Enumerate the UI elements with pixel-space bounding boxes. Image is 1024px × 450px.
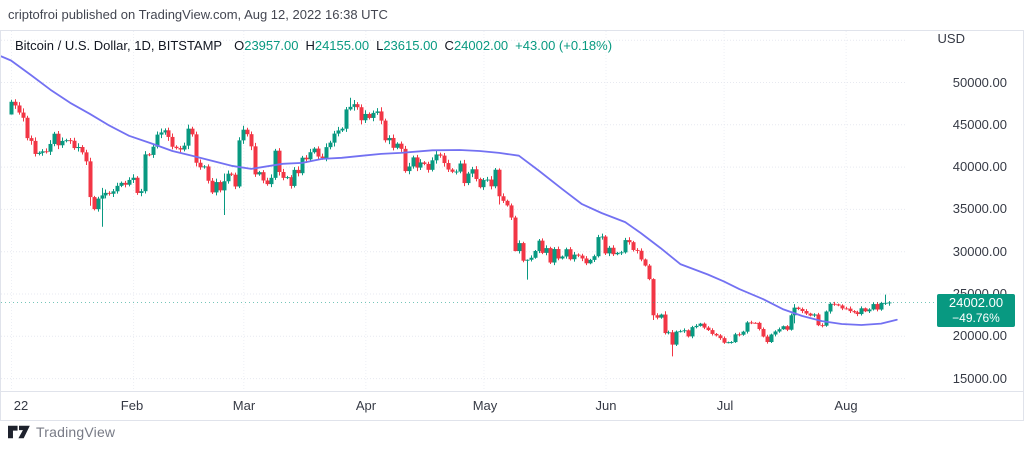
price-axis-label: 15000.00 <box>952 370 1007 386</box>
close-value: 24002.00 <box>453 38 509 53</box>
price-axis-label: 30000.00 <box>952 243 1007 259</box>
currency-label: USD <box>937 31 965 46</box>
time-axis-label: Mar <box>232 398 256 413</box>
price-axis-label: 45000.00 <box>952 116 1007 132</box>
high-value: 24155.00 <box>314 38 370 53</box>
close-label: C <box>444 38 454 53</box>
time-axis-label: May <box>472 398 498 413</box>
price-axis[interactable]: USD 50000.00 45000.00 40000.00 35000.00 3000… <box>905 31 1023 391</box>
price-badge: 24002.00 −49.76% <box>937 293 1015 327</box>
open-value: 23957.00 <box>244 38 299 53</box>
symbol-title: Bitcoin / U.S. Dollar, 1D, BITSTAMP <box>15 38 223 53</box>
change-value: +43.00 (+0.18%) <box>515 38 613 53</box>
time-axis-label: Feb <box>120 398 144 413</box>
price-axis-label: 40000.00 <box>952 159 1007 175</box>
time-axis[interactable]: 22 Feb Mar Apr May Jun Jul Aug <box>1 392 1023 420</box>
badge-price: 24002.00 <box>948 294 1004 310</box>
time-axis-label: Jun <box>595 398 617 413</box>
chart-widget: Bitcoin / U.S. Dollar, 1D, BITSTAMP O2395… <box>0 30 1024 421</box>
tradingview-logo[interactable]: TradingView <box>8 424 115 440</box>
price-axis-label: 35000.00 <box>952 201 1007 217</box>
attribution-text: criptofroi published on TradingView.com,… <box>8 7 388 22</box>
time-axis-label: 22 <box>13 398 29 413</box>
chart-canvas[interactable] <box>1 31 1023 420</box>
low-label: L <box>376 38 384 53</box>
high-label: H <box>305 38 315 53</box>
badge-percent: −49.76% <box>952 310 1000 325</box>
time-axis-label: Jul <box>716 398 734 413</box>
low-value: 23615.00 <box>383 38 438 53</box>
tradingview-logo-text: TradingView <box>36 424 116 440</box>
ohlc-header: Bitcoin / U.S. Dollar, 1D, BITSTAMP O2395… <box>15 38 612 53</box>
time-axis-label: Apr <box>355 398 377 413</box>
tradingview-logo-icon <box>8 425 30 439</box>
price-axis-label: 50000.00 <box>952 74 1007 90</box>
open-label: O <box>234 38 245 53</box>
time-axis-label: Aug <box>834 398 858 413</box>
price-axis-label: 20000.00 <box>952 328 1007 344</box>
